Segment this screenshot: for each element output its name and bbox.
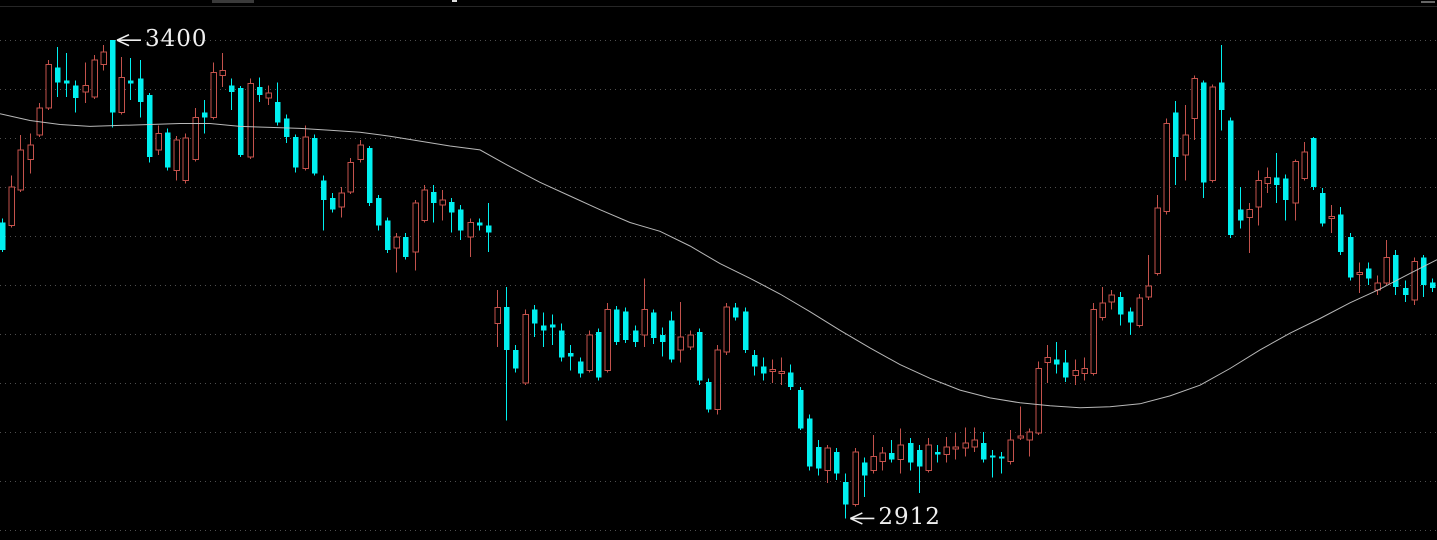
price-annotation-low: 2912 — [878, 504, 941, 531]
window-chrome — [0, 0, 1437, 7]
candlestick-series — [0, 40, 1436, 519]
price-annotation-high: 3400 — [145, 26, 208, 53]
annotation-arrows — [116, 33, 875, 525]
moving-average-line — [0, 113, 1437, 409]
